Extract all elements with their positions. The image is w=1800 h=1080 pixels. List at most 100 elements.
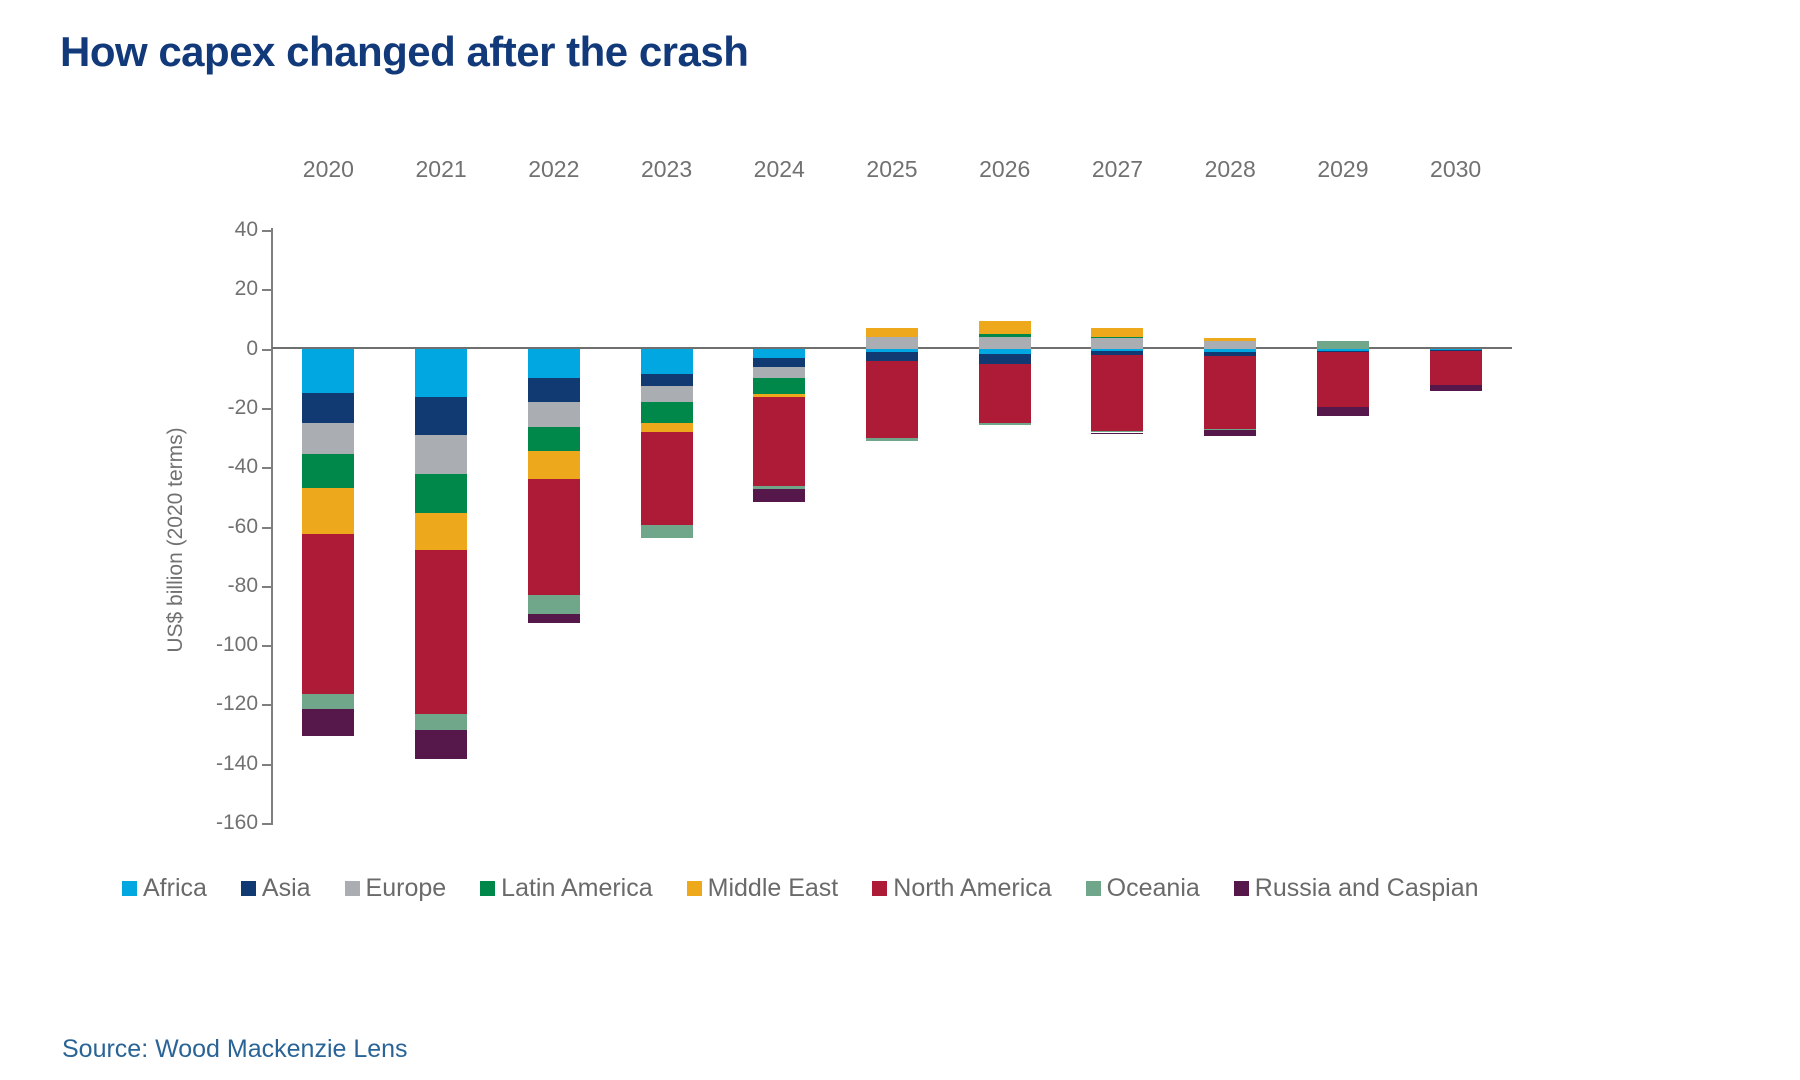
x-axis-label-2022: 2022 (528, 156, 580, 182)
bar-segment-asia[interactable] (978, 353, 1031, 364)
bar-segment-middle-east[interactable] (1204, 338, 1257, 342)
bar-group-2028[interactable] (1204, 230, 1257, 823)
legend-item-oceania[interactable]: Oceania (1085, 874, 1200, 902)
bar-segment-europe[interactable] (753, 367, 806, 378)
bar-segment-north-america[interactable] (1429, 351, 1482, 386)
bar-segment-russia-and-caspian[interactable] (1204, 430, 1257, 437)
bar-segment-north-america[interactable] (978, 363, 1031, 424)
bar-group-2022[interactable] (527, 230, 580, 823)
bar-segment-middle-east[interactable] (415, 512, 468, 550)
y-axis-tick-mark (262, 585, 272, 588)
bar-segment-asia[interactable] (640, 373, 693, 386)
bar-segment-north-america[interactable] (527, 479, 580, 595)
legend-item-asia[interactable]: Asia (240, 876, 311, 901)
legend-item-africa[interactable]: Africa (122, 876, 207, 901)
bar-segment-latin-america[interactable] (753, 377, 806, 394)
legend-item-latin-america[interactable]: Latin America (480, 876, 653, 901)
bar-segment-africa[interactable] (1091, 348, 1144, 351)
bar-segment-oceania[interactable] (302, 694, 355, 709)
bar-segment-latin-america[interactable] (640, 401, 693, 423)
bar-segment-asia[interactable] (302, 393, 355, 423)
bar-group-2023[interactable] (640, 230, 693, 823)
bar-segment-africa[interactable] (1316, 348, 1369, 351)
bar-segment-asia[interactable] (1429, 349, 1482, 352)
bar-segment-latin-america[interactable] (415, 474, 468, 513)
bar-segment-europe[interactable] (527, 401, 580, 428)
bar-segment-north-america[interactable] (753, 396, 806, 486)
bar-segment-latin-america[interactable] (527, 427, 580, 451)
bar-segment-russia-and-caspian[interactable] (415, 730, 468, 759)
bar-segment-north-america[interactable] (1316, 352, 1369, 408)
bar-segment-europe[interactable] (1091, 338, 1144, 349)
bar-group-2024[interactable] (753, 230, 806, 823)
x-axis-label-2021: 2021 (415, 156, 467, 182)
bar-segment-europe[interactable] (640, 385, 693, 402)
bar-segment-europe[interactable] (1204, 341, 1257, 349)
bar-segment-europe[interactable] (978, 336, 1031, 349)
bar-segment-asia[interactable] (527, 378, 580, 402)
bar-segment-africa[interactable] (978, 348, 1031, 354)
bar-segment-africa[interactable] (866, 348, 918, 353)
legend-item-north-america[interactable]: North America (872, 876, 1052, 901)
bar-group-2027[interactable] (1091, 230, 1144, 823)
bar-segment-africa[interactable] (1204, 348, 1257, 352)
bar-segment-middle-east[interactable] (640, 422, 693, 432)
bar-segment-middle-east[interactable] (302, 487, 355, 534)
bar-segment-middle-east[interactable] (1091, 327, 1144, 337)
bar-segment-north-america[interactable] (866, 361, 918, 439)
bar-segment-europe[interactable] (302, 422, 355, 454)
bar-segment-oceania[interactable] (753, 485, 806, 489)
bar-group-2021[interactable] (415, 230, 468, 823)
bar-segment-africa[interactable] (1429, 348, 1482, 350)
bar-segment-middle-east[interactable] (866, 328, 918, 338)
x-axis-label-2027: 2027 (1091, 156, 1144, 182)
bar-group-2025[interactable] (866, 230, 918, 823)
bar-segment-oceania[interactable] (866, 438, 918, 441)
bar-segment-europe[interactable] (415, 435, 468, 474)
bar-segment-africa[interactable] (640, 348, 693, 374)
bar-segment-russia-and-caspian[interactable] (1316, 407, 1369, 417)
bar-group-2026[interactable] (978, 230, 1031, 823)
bar-segment-africa[interactable] (527, 348, 580, 379)
bar-segment-russia-and-caspian[interactable] (302, 708, 355, 736)
bar-segment-asia[interactable] (1316, 350, 1369, 353)
bar-segment-russia-and-caspian[interactable] (753, 488, 806, 503)
bar-segment-north-america[interactable] (302, 533, 355, 695)
bar-segment-africa[interactable] (753, 348, 806, 359)
bar-segment-asia[interactable] (1204, 351, 1257, 356)
bar-segment-oceania[interactable] (415, 714, 468, 731)
bar-segment-oceania[interactable] (527, 594, 580, 614)
bar-group-2030[interactable] (1429, 230, 1482, 823)
bar-segment-asia[interactable] (1091, 350, 1144, 356)
bar-segment-africa[interactable] (415, 348, 468, 397)
bar-segment-russia-and-caspian[interactable] (527, 613, 580, 623)
legend-item-russia-and-caspian[interactable]: Russia and Caspian (1233, 876, 1479, 901)
bar-segment-middle-east[interactable] (978, 321, 1031, 334)
bar-segment-europe[interactable] (866, 337, 918, 349)
bar-segment-middle-east[interactable] (753, 393, 806, 397)
bar-segment-asia[interactable] (753, 358, 806, 368)
bar-segment-latin-america[interactable] (302, 453, 355, 488)
legend-item-middle-east[interactable]: Middle East (686, 876, 838, 901)
bar-segment-latin-america[interactable] (978, 333, 1031, 337)
bar-segment-oceania[interactable] (1091, 431, 1144, 433)
legend-item-label: Oceania (1106, 874, 1200, 902)
legend-item-europe[interactable]: Europe (344, 876, 446, 901)
bar-segment-asia[interactable] (866, 352, 918, 362)
bar-segment-middle-east[interactable] (527, 450, 580, 480)
bar-segment-africa[interactable] (302, 348, 355, 394)
bar-segment-oceania[interactable] (640, 525, 693, 539)
bar-segment-north-america[interactable] (1091, 355, 1144, 431)
bar-group-2020[interactable] (302, 230, 355, 823)
bar-segment-north-america[interactable] (640, 431, 693, 525)
bar-segment-north-america[interactable] (1204, 356, 1257, 429)
bar-segment-oceania[interactable] (978, 423, 1031, 426)
bar-segment-north-america[interactable] (415, 549, 468, 715)
bar-group-2029[interactable] (1316, 230, 1369, 823)
bar-segment-latin-america[interactable] (1091, 336, 1144, 339)
bar-segment-asia[interactable] (415, 396, 468, 436)
bar-segment-russia-and-caspian[interactable] (1429, 385, 1482, 392)
bar-segment-russia-and-caspian[interactable] (1091, 432, 1144, 434)
bar-segment-oceania[interactable] (1204, 428, 1257, 431)
bar-segment-oceania[interactable] (1316, 341, 1369, 349)
